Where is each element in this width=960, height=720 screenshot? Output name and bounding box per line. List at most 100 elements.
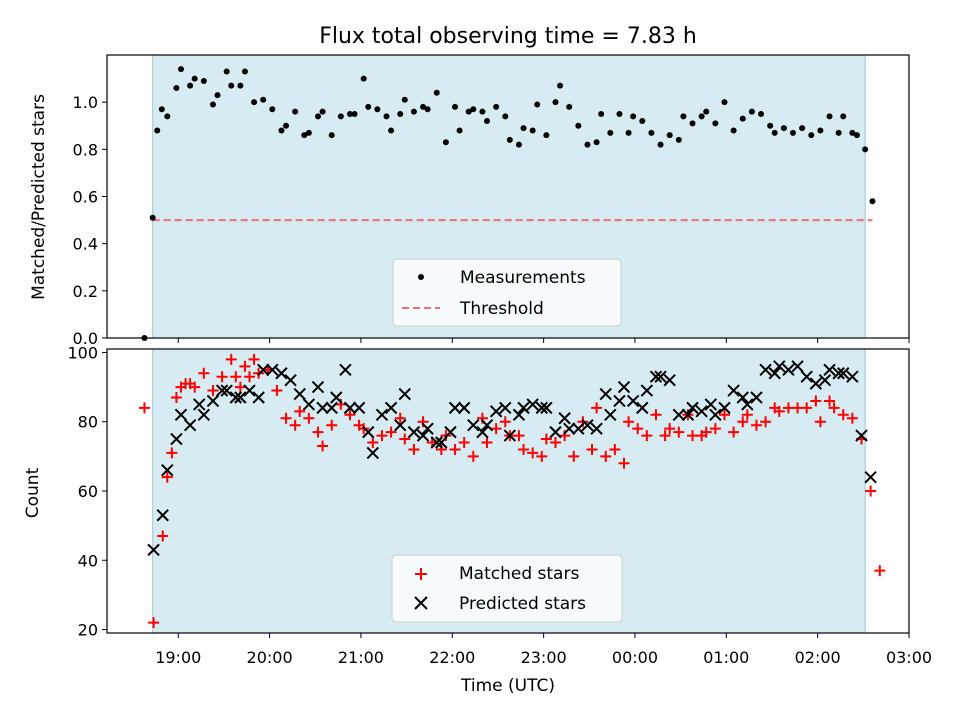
measurement-point — [228, 82, 235, 89]
measurement-point — [817, 127, 824, 134]
measurement-point — [278, 127, 285, 134]
top-y-axis-label: Matched/Predicted stars — [29, 94, 49, 300]
predicted-star-point — [284, 373, 297, 387]
predicted-star-point — [750, 391, 763, 404]
measurement-point — [442, 139, 449, 146]
matched-star-point — [659, 430, 671, 442]
matched-star-point — [207, 385, 219, 397]
matched-star-point — [157, 530, 169, 542]
x-tick-label: 00:00 — [612, 648, 658, 667]
predicted-star-point — [325, 401, 338, 415]
matched-star-point — [549, 437, 561, 449]
measurement-point — [869, 198, 876, 205]
legend-measurements-marker — [418, 274, 424, 280]
measurement-point — [470, 106, 477, 113]
predicted-star-point — [512, 408, 526, 422]
measurement-point — [780, 125, 787, 132]
predicted-star-point — [352, 401, 366, 415]
measurement-point — [575, 122, 582, 129]
matched-star-point — [148, 617, 160, 629]
top-points — [141, 66, 876, 341]
legend-threshold-label: Threshold — [459, 299, 544, 319]
measurement-point — [502, 113, 509, 120]
predicted-star-point — [448, 401, 462, 415]
x-tick-label: 20:00 — [247, 648, 293, 667]
matched-star-point — [650, 409, 662, 421]
predicted-star-point — [362, 425, 375, 439]
matched-star-point — [527, 447, 539, 459]
matched-star-point — [198, 367, 210, 379]
measurement-point — [730, 127, 737, 134]
predicted-star-point — [275, 367, 288, 380]
matched-star-point — [138, 402, 150, 414]
matched-star-point — [248, 353, 260, 365]
matched-star-point — [824, 395, 836, 407]
measurement-point — [200, 77, 207, 84]
predicted-star-point — [709, 408, 722, 422]
predicted-star-point — [626, 394, 640, 408]
predicted-star-point — [444, 425, 457, 439]
predicted-star-point — [672, 408, 686, 422]
matched-star-point — [728, 426, 740, 438]
predicted-star-point — [316, 401, 329, 415]
predicted-star-point — [695, 405, 708, 418]
measurement-point — [214, 92, 221, 99]
predicted-star-point — [398, 387, 411, 401]
measurement-point — [452, 103, 459, 110]
predicted-star-point — [818, 373, 832, 387]
measurement-point — [269, 106, 276, 113]
predicted-star-point — [256, 363, 270, 376]
measurement-point — [520, 125, 527, 132]
top-y-tick-label: 0.2 — [73, 282, 98, 301]
predicted-star-point — [540, 401, 553, 415]
matched-star-point — [632, 423, 644, 435]
predicted-star-point — [206, 394, 220, 408]
predicted-star-point — [343, 401, 357, 415]
bottom-y-tick-label: 60 — [78, 482, 98, 501]
matched-star-point — [312, 426, 324, 438]
matched-star-point — [609, 443, 621, 455]
matched-star-point — [394, 412, 406, 424]
matched-star-point — [760, 416, 772, 428]
predicted-star-point — [604, 408, 617, 422]
predicted-star-point — [193, 398, 206, 411]
predicted-star-point — [773, 360, 786, 373]
measurement-point — [849, 129, 856, 136]
matched-star-point — [499, 416, 511, 428]
predicted-star-point — [727, 384, 740, 397]
measurement-point — [543, 132, 550, 139]
measurement-point — [506, 136, 513, 143]
measurement-point — [616, 110, 623, 117]
measurement-point — [515, 141, 522, 148]
predicted-star-point — [156, 509, 169, 522]
measurement-point — [483, 118, 490, 125]
predicted-star-point — [375, 408, 389, 422]
measurement-point — [337, 113, 344, 120]
predicted-star-point — [384, 401, 398, 415]
measurement-point — [712, 120, 719, 127]
predicted-star-point — [846, 370, 859, 383]
x-tick-label: 23:00 — [521, 648, 567, 667]
predicted-star-point — [526, 398, 539, 411]
measurement-point — [388, 127, 395, 134]
predicted-star-point — [572, 422, 585, 435]
matched-star-point — [326, 419, 338, 431]
measurement-point — [420, 103, 427, 110]
predicted-star-point — [837, 367, 850, 380]
predicted-star-point — [174, 408, 188, 422]
predicted-star-point — [421, 422, 434, 435]
predicted-star-point — [654, 370, 667, 383]
predicted-star-point — [681, 408, 695, 422]
matched-star-point — [513, 430, 525, 442]
measurement-point — [648, 129, 655, 136]
measurement-point — [758, 110, 765, 117]
predicted-star-point — [503, 429, 517, 442]
matched-star-point — [367, 437, 379, 449]
predicted-star-point — [489, 405, 503, 418]
measurement-point — [598, 110, 605, 117]
measurement-point — [799, 125, 806, 132]
predicted-star-point — [562, 422, 576, 435]
measurement-point — [721, 99, 728, 106]
bottom-panel: 20 40 60 80 100 19:00 20:00 21:00 22:00 23:00 00:… — [23, 343, 932, 696]
x-tick-label: 01:00 — [703, 648, 749, 667]
